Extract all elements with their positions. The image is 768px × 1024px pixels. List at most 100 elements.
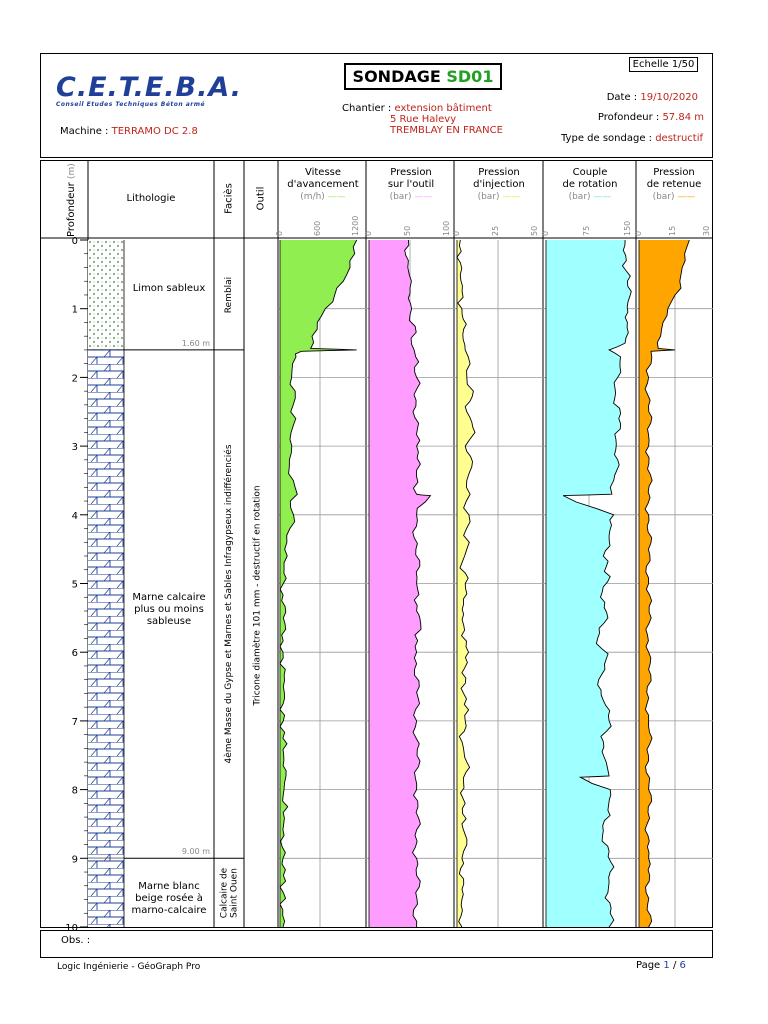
chart-tick-label: 100: [442, 221, 451, 236]
chart-tick-label: 0: [275, 231, 284, 236]
title-id: SD01: [446, 67, 494, 86]
date-info: Date : 19/10/2020: [607, 92, 698, 103]
pret-title-2: de retenue: [646, 179, 702, 190]
page-total[interactable]: 6: [679, 960, 686, 971]
chart-area-0: [280, 240, 357, 927]
lithology-pattern: [88, 858, 124, 927]
facies-label: Calcaire de Saint Ouen: [218, 867, 239, 918]
logo-text: C.E.T.E.B.A.: [56, 72, 243, 103]
page-sep: /: [672, 960, 677, 971]
chart-tick-label: 0: [634, 231, 643, 236]
pinj-unit: (bar): [477, 192, 500, 202]
chart-line-0: [279, 239, 358, 928]
chantier-line2: 5 Rue Halevy: [390, 114, 457, 125]
pret-unit: (bar): [652, 192, 675, 202]
chart-area-4: [639, 240, 690, 927]
layer-name: Marne blanc beige rosée à marno-calcaire: [131, 880, 207, 916]
couple-unit: (bar): [568, 192, 591, 202]
pout-title-1: Pression: [390, 167, 432, 178]
pinj-unit-row: (bar) ——: [477, 192, 521, 202]
vitesse-title-2: d'avancement: [287, 179, 359, 190]
type-info: Type de sondage : destructif: [561, 133, 703, 144]
col-header-pout: Pression sur l'outil (bar) ——: [368, 167, 454, 203]
chart-line-3: [563, 239, 632, 928]
header-box: [40, 53, 713, 158]
pret-title-1: Pression: [653, 167, 695, 178]
chart-tick-label: 75: [582, 226, 591, 236]
facies-label: 4ème Masse du Gypse et Marnes et Sables …: [224, 444, 234, 764]
company-logo: C.E.T.E.B.A. Conseil Etudes Techniques B…: [56, 72, 242, 108]
profondeur-label: Profondeur :: [597, 112, 660, 123]
pinj-title-2: d'injection: [473, 179, 525, 190]
machine-label: Machine :: [60, 126, 109, 137]
col-header-couple: Couple de rotation (bar) ——: [545, 167, 635, 203]
type-label: Type de sondage :: [561, 133, 653, 144]
depth-tick-label: 0: [72, 236, 78, 247]
couple-title-1: Couple: [572, 167, 608, 178]
col-header-lithologie: Lithologie: [126, 193, 176, 204]
chart-tick-label: 25: [491, 226, 500, 236]
chantier-block: Chantier : extension bâtiment: [342, 103, 492, 114]
depth-tick-label: 1: [72, 305, 78, 316]
pout-unit-row: (bar) ——: [389, 192, 433, 202]
vitesse-unit: (m/h): [300, 192, 325, 202]
depth-tick-label: 4: [72, 511, 78, 522]
title-prefix: SONDAGE: [352, 67, 441, 86]
col-header-pinj: Pression d'injection (bar) ——: [456, 167, 542, 203]
chart-tick-label: 600: [313, 221, 322, 236]
pout-unit: (bar): [389, 192, 412, 202]
layer-bottom-depth: 9.00 m: [181, 847, 210, 857]
layer-name: Limon sableux: [132, 282, 206, 294]
page-indicator: Page 1 / 6: [636, 960, 686, 971]
pout-title-2: sur l'outil: [387, 179, 435, 190]
profondeur-value: 57.84 m: [662, 112, 704, 123]
obs-box: Obs. :: [40, 930, 713, 958]
machine-info: Machine : TERRAMO DC 2.8: [60, 126, 198, 137]
obs-label: Obs. :: [61, 935, 91, 946]
layer-bottom-depth: 1.60 m: [181, 338, 210, 348]
depth-tick-label: 3: [72, 442, 78, 453]
depth-tick-label: 6: [72, 648, 78, 659]
date-value: 19/10/2020: [640, 92, 698, 103]
lithology-pattern: [88, 349, 124, 859]
depth-tick-label: 2: [72, 373, 78, 384]
facies-label: Remblai: [223, 276, 234, 314]
depth-tick-label: 5: [72, 580, 78, 591]
echelle-text: Echelle 1/50: [632, 59, 695, 70]
depth-tick-label: 10: [65, 923, 78, 934]
chantier-line1: extension bâtiment: [394, 103, 492, 114]
couple-title-2: de rotation: [562, 179, 618, 190]
chart-tick-label: 50: [530, 226, 539, 236]
machine-value: TERRAMO DC 2.8: [111, 126, 198, 137]
logo-subtitle: Conseil Etudes Techniques Béton armé: [56, 101, 206, 108]
lithology-pattern: [88, 240, 124, 350]
depth-tick-label: 8: [72, 786, 78, 797]
chart-tick-label: 0: [364, 231, 373, 236]
chart-tick-label: 0: [452, 231, 461, 236]
chart-tick-label: 50: [403, 226, 412, 236]
col-header-vitesse: Vitesse d'avancement (m/h) ——: [278, 167, 368, 203]
profondeur-info: Profondeur : 57.84 m: [598, 112, 704, 123]
title-box: SONDAGE SD01: [344, 63, 502, 90]
chart-area-2: [457, 240, 475, 927]
chart-line-2: [456, 239, 476, 928]
chart-tick-label: 15: [668, 226, 677, 236]
date-label: Date :: [606, 92, 638, 103]
chart-area-3: [546, 240, 632, 927]
page-label: Page: [636, 960, 661, 971]
depth-tick-label: 7: [72, 717, 78, 728]
couple-unit-row: (bar) ——: [568, 192, 612, 202]
pret-unit-row: (bar) ——: [652, 192, 696, 202]
log-table: [40, 160, 713, 928]
chart-tick-label: 1200: [351, 216, 360, 236]
pinj-title-1: Pression: [478, 167, 520, 178]
layer-name: Marne calcaire plus ou moins sableuse: [132, 592, 206, 628]
chart-tick-label: 0: [541, 231, 550, 236]
chart-line-4: [644, 239, 690, 928]
chart-line-1: [404, 239, 432, 928]
chart-tick-label: 150: [623, 221, 632, 236]
chart-area-1: [369, 240, 431, 927]
page-current[interactable]: 1: [663, 960, 670, 971]
vitesse-title-1: Vitesse: [304, 167, 342, 178]
